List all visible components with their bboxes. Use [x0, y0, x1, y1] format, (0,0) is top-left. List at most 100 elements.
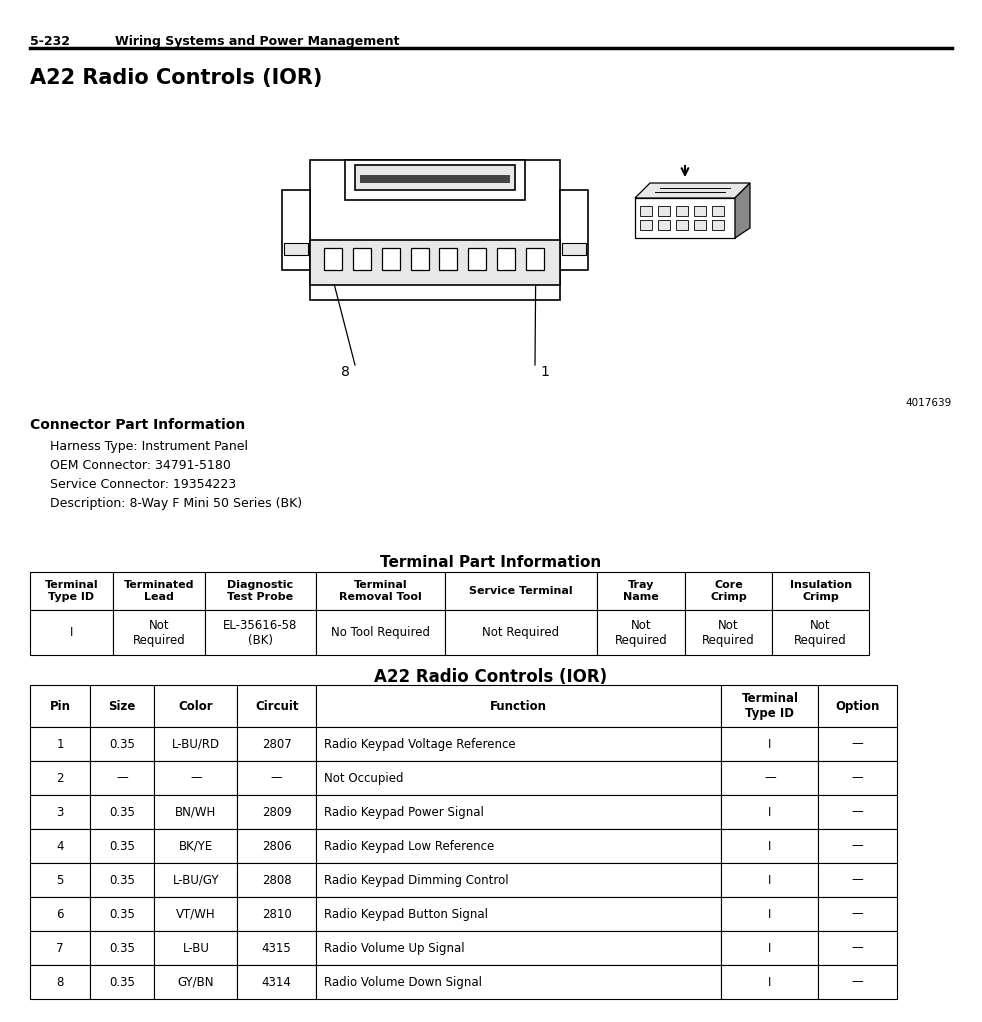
Text: 0.35: 0.35 — [109, 805, 136, 819]
Bar — [90, 829, 154, 863]
Text: Not
Required: Not Required — [133, 618, 186, 647]
Bar — [597, 572, 684, 610]
Text: 4314: 4314 — [261, 976, 292, 988]
Bar — [30, 685, 90, 727]
Text: 5-232: 5-232 — [30, 35, 70, 48]
Bar — [658, 206, 670, 216]
Bar — [90, 863, 154, 897]
Bar — [818, 863, 897, 897]
Text: Diagnostic
Test Probe: Diagnostic Test Probe — [228, 580, 294, 602]
Text: VT/WH: VT/WH — [176, 908, 216, 921]
Bar — [658, 220, 670, 230]
Bar — [316, 965, 722, 998]
Text: Connector Part Information: Connector Part Information — [30, 418, 246, 432]
Bar — [238, 727, 316, 761]
Text: GY/BN: GY/BN — [178, 976, 214, 988]
Bar — [238, 897, 316, 931]
Bar — [694, 206, 706, 216]
Bar — [238, 965, 316, 998]
Bar — [316, 863, 722, 897]
Bar — [722, 829, 818, 863]
Text: Radio Volume Down Signal: Radio Volume Down Signal — [324, 976, 482, 988]
Text: A22 Radio Controls (IOR): A22 Radio Controls (IOR) — [374, 668, 608, 686]
Bar — [722, 761, 818, 795]
Bar — [310, 160, 560, 300]
Text: 6: 6 — [56, 908, 64, 921]
Bar — [154, 727, 238, 761]
Bar — [640, 206, 652, 216]
Bar — [712, 220, 724, 230]
Bar — [354, 248, 371, 270]
Text: —: — — [191, 772, 202, 785]
Bar — [30, 727, 90, 761]
Bar — [722, 685, 818, 727]
Bar — [818, 897, 897, 931]
Text: Pin: Pin — [49, 699, 71, 712]
Text: I: I — [70, 626, 74, 639]
Text: 1: 1 — [540, 365, 550, 379]
Text: Tray
Name: Tray Name — [623, 580, 659, 602]
Bar — [676, 206, 688, 216]
Text: Not
Required: Not Required — [702, 618, 755, 647]
Polygon shape — [735, 183, 750, 238]
Bar — [525, 248, 544, 270]
Bar — [90, 795, 154, 829]
Bar — [113, 610, 205, 655]
Bar — [360, 175, 510, 183]
Bar — [113, 572, 205, 610]
Bar — [597, 610, 684, 655]
Text: 7: 7 — [56, 941, 64, 955]
Bar — [722, 897, 818, 931]
Bar — [30, 795, 90, 829]
Text: Not Occupied: Not Occupied — [324, 772, 404, 785]
Bar — [316, 931, 722, 965]
Bar — [30, 965, 90, 998]
Text: I: I — [768, 805, 772, 819]
Bar — [722, 795, 818, 829]
Text: Not
Required: Not Required — [615, 618, 667, 647]
Bar — [722, 965, 818, 998]
Text: Circuit: Circuit — [255, 699, 299, 712]
Text: Terminal Part Information: Terminal Part Information — [380, 555, 602, 570]
Text: Radio Keypad Low Reference: Radio Keypad Low Reference — [324, 839, 494, 852]
Bar — [712, 206, 724, 216]
Text: No Tool Required: No Tool Required — [331, 626, 430, 639]
Bar — [284, 243, 308, 256]
Text: —: — — [851, 908, 863, 921]
Bar — [818, 965, 897, 998]
Bar — [310, 240, 560, 285]
Bar — [684, 610, 772, 655]
Bar — [90, 761, 154, 795]
Text: 2806: 2806 — [262, 839, 292, 852]
Bar — [818, 829, 897, 863]
Text: Radio Keypad Dimming Control: Radio Keypad Dimming Control — [324, 874, 509, 886]
Text: —: — — [764, 772, 776, 785]
Bar — [316, 897, 722, 931]
Bar — [818, 761, 897, 795]
Bar — [355, 165, 515, 190]
Text: Radio Keypad Power Signal: Radio Keypad Power Signal — [324, 805, 484, 819]
Text: 2809: 2809 — [262, 805, 292, 819]
Text: 5: 5 — [56, 874, 64, 886]
Bar — [154, 931, 238, 965]
Bar — [154, 795, 238, 829]
Bar — [30, 829, 90, 863]
Text: Color: Color — [179, 699, 213, 712]
Bar — [316, 761, 722, 795]
Bar — [316, 727, 722, 761]
Text: Radio Keypad Voltage Reference: Radio Keypad Voltage Reference — [324, 738, 516, 750]
Text: A22 Radio Controls (IOR): A22 Radio Controls (IOR) — [30, 68, 322, 88]
Bar — [90, 685, 154, 727]
Text: BK/YE: BK/YE — [179, 839, 213, 852]
Bar — [676, 220, 688, 230]
Bar — [324, 248, 343, 270]
Bar — [439, 248, 458, 270]
Text: 2807: 2807 — [262, 738, 292, 750]
Text: Not Required: Not Required — [482, 626, 560, 639]
Text: I: I — [768, 839, 772, 852]
Bar — [684, 572, 772, 610]
Bar — [560, 190, 588, 270]
Bar — [30, 863, 90, 897]
Polygon shape — [635, 198, 735, 238]
Bar — [205, 610, 316, 655]
